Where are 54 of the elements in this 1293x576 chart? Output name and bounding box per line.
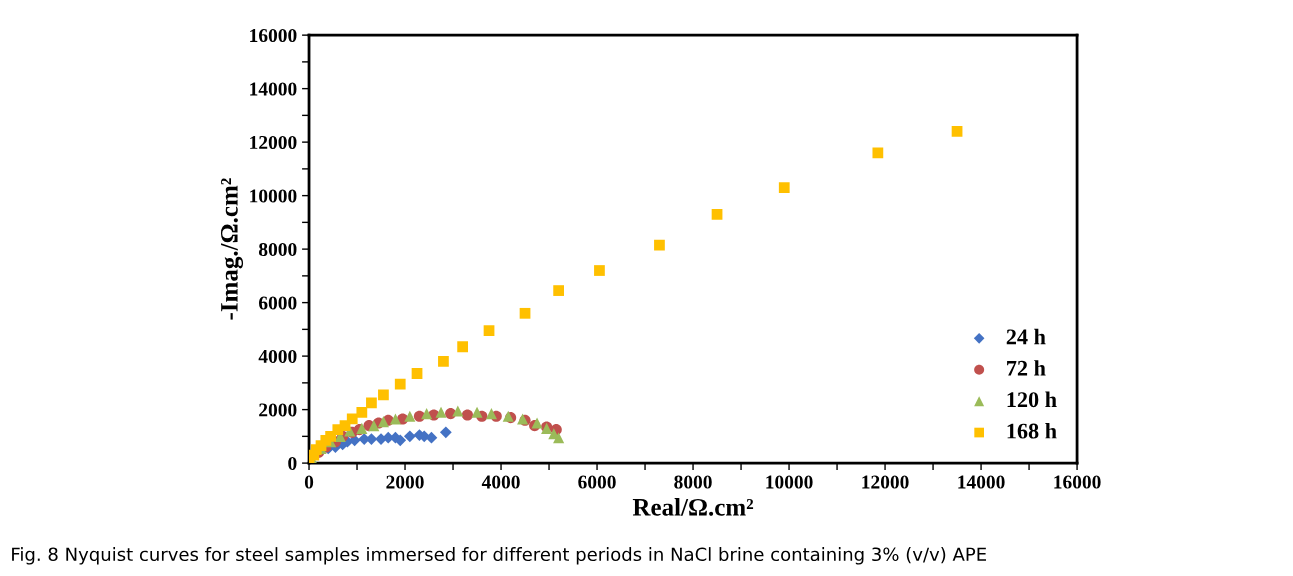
point xyxy=(435,406,447,418)
point xyxy=(378,389,389,401)
x-tick-label: 10000 xyxy=(766,475,813,489)
x-tick-label: 16000 xyxy=(1054,475,1101,489)
legend-label: 24 h xyxy=(1006,328,1046,345)
point xyxy=(421,408,433,420)
legend-label: 120 h xyxy=(1007,391,1057,408)
point xyxy=(377,416,389,428)
legend-label: 168 h xyxy=(1007,422,1057,439)
y-tick-label: 12000 xyxy=(250,135,297,150)
point xyxy=(778,182,790,193)
point xyxy=(485,408,497,420)
point xyxy=(439,426,452,439)
caption: Fig. 8 Nyquist curves for steel samples immersed for different periods in NaCl brine containing 3% (v/v) APE xyxy=(12,547,987,565)
point xyxy=(394,378,406,390)
point xyxy=(461,409,473,421)
x-tick-label: 12000 xyxy=(862,475,909,489)
point xyxy=(452,405,464,417)
x-tick-label: 0 xyxy=(304,475,314,489)
x-tick-label: 14000 xyxy=(958,475,1005,489)
y-tick-label: 0 xyxy=(288,456,297,471)
point xyxy=(404,410,416,422)
y-tick-label: 8000 xyxy=(258,242,297,257)
point xyxy=(471,406,483,418)
point xyxy=(366,397,377,409)
point xyxy=(403,430,416,443)
x-tick-label: 4000 xyxy=(481,475,520,489)
point xyxy=(594,265,605,276)
y-tick-label: 4000 xyxy=(258,349,297,364)
x-tick-label: 6000 xyxy=(578,475,616,489)
x-axis-title: Real/Ω.cm² xyxy=(632,498,754,516)
y-axis-title: -Imag./Ω.cm² xyxy=(220,178,244,320)
point xyxy=(389,413,401,425)
point xyxy=(553,285,565,296)
x-tick-label: 2000 xyxy=(386,475,424,489)
point xyxy=(951,126,963,137)
point xyxy=(872,147,884,159)
legend-label: 72 h xyxy=(1007,360,1046,376)
point xyxy=(411,368,423,379)
y-tick-label: 16000 xyxy=(250,28,297,43)
point xyxy=(356,406,368,418)
y-tick-label: 10000 xyxy=(250,189,297,203)
point xyxy=(519,307,531,319)
point xyxy=(654,239,665,251)
point xyxy=(438,356,449,367)
point xyxy=(368,420,380,432)
y-tick-label: 6000 xyxy=(259,296,297,310)
point xyxy=(553,432,565,444)
y-tick-label: 2000 xyxy=(259,403,297,417)
point xyxy=(711,208,723,220)
point xyxy=(457,341,469,353)
y-tick-label: 14000 xyxy=(250,82,297,96)
point xyxy=(483,325,495,337)
x-tick-label: 8000 xyxy=(674,475,712,489)
